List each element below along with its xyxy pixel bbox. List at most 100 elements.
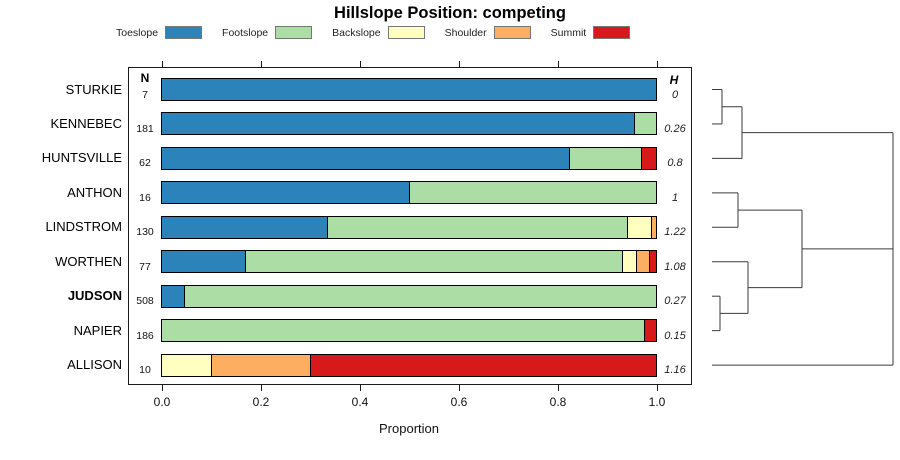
legend-label: Summit: [550, 26, 587, 39]
h-column-header: H: [669, 73, 679, 87]
legend-label: Backslope: [332, 26, 381, 39]
bar-segment-backslope: [626, 216, 651, 238]
legend: Toeslope Footslope Backslope Shoulder Summit: [116, 26, 631, 39]
h-value: 0.8: [667, 157, 683, 170]
legend-item: Toeslope: [116, 26, 203, 39]
x-tick-top: [657, 61, 658, 67]
n-value: 10: [139, 364, 151, 377]
bar-segment-footslope: [162, 320, 644, 342]
bar-segment-footslope: [633, 113, 656, 135]
n-value: 62: [139, 157, 151, 170]
x-tick-bottom: [459, 385, 460, 391]
bar-segment-backslope: [162, 354, 211, 376]
x-tick-label: 0.2: [252, 395, 270, 409]
legend-swatch: [165, 26, 203, 39]
x-tick-label: 0.4: [351, 395, 369, 409]
x-tick-label: 0.6: [450, 395, 468, 409]
bar-row: [161, 146, 657, 170]
row-label: HUNTSVILLE: [41, 150, 122, 166]
bar-row: [161, 284, 657, 308]
x-tick-bottom: [162, 385, 163, 391]
n-value: 77: [139, 260, 151, 273]
bar-segment-toeslope: [162, 113, 634, 135]
bar-row: [161, 353, 657, 377]
legend-label: Shoulder: [444, 26, 487, 39]
bar-segment-footslope: [244, 251, 623, 273]
x-tick-bottom: [261, 385, 262, 391]
legend-item: Shoulder: [445, 26, 531, 39]
row-label: ALLISON: [67, 357, 122, 373]
h-value: 1: [671, 191, 679, 204]
row-label: WORTHEN: [55, 253, 122, 269]
h-value: 1.22: [664, 226, 686, 239]
x-tick-bottom: [657, 385, 658, 391]
x-tick-top: [360, 61, 361, 67]
bar-segment-summit: [649, 251, 656, 273]
legend-item: Summit: [551, 26, 631, 39]
x-axis-label: Proportion: [379, 421, 439, 436]
legend-label: Toeslope: [116, 26, 159, 39]
h-value: 1.16: [664, 364, 686, 377]
bar-segment-toeslope: [162, 147, 570, 169]
n-value: 16: [139, 191, 151, 204]
bar-segment-toeslope: [162, 216, 328, 238]
h-value: 0.26: [664, 122, 686, 135]
chart-title: Hillslope Position: competing: [334, 4, 566, 22]
bar-segment-footslope: [184, 285, 656, 307]
row-label: JUDSON: [67, 288, 122, 304]
bar-segment-shoulder: [210, 354, 310, 376]
bar-row: [161, 78, 657, 101]
legend-swatch: [387, 26, 425, 39]
plot-frame: [128, 67, 692, 385]
bar-segment-footslope: [569, 147, 641, 169]
row-label: NAPIER: [73, 322, 122, 338]
h-value: 1.08: [664, 260, 686, 273]
row-label: LINDSTROM: [45, 219, 122, 235]
bar-row: [161, 319, 657, 343]
x-tick-bottom: [558, 385, 559, 391]
bar-segment-toeslope: [162, 79, 656, 100]
bar-segment-backslope: [622, 251, 636, 273]
n-value: 508: [136, 295, 154, 308]
bar-segment-shoulder: [650, 216, 656, 238]
bar-segment-summit: [309, 354, 656, 376]
bar-segment-toeslope: [162, 251, 245, 273]
bar-segment-toeslope: [162, 285, 185, 307]
n-value: 7: [142, 88, 148, 101]
legend-swatch: [275, 26, 313, 39]
legend-item: Backslope: [332, 26, 425, 39]
n-value: 130: [136, 226, 154, 239]
row-label: STURKIE: [65, 81, 122, 97]
row-label: ANTHON: [67, 184, 122, 200]
bar-segment-shoulder: [635, 251, 650, 273]
n-value: 181: [136, 122, 154, 135]
bar-row: [161, 181, 657, 205]
h-value: 0: [671, 88, 679, 101]
x-tick-label: 0.8: [549, 395, 567, 409]
h-value: 0.15: [664, 329, 686, 342]
bar-segment-toeslope: [162, 182, 409, 204]
x-tick-top: [261, 61, 262, 67]
x-tick-top: [162, 61, 163, 67]
legend-item: Footslope: [222, 26, 313, 39]
legend-swatch: [593, 26, 631, 39]
bar-row: [161, 215, 657, 239]
bar-segment-footslope: [409, 182, 656, 204]
x-tick-bottom: [360, 385, 361, 391]
legend-swatch: [493, 26, 531, 39]
bar-segment-summit: [640, 147, 656, 169]
x-tick-label: 0.0: [153, 395, 171, 409]
legend-label: Footslope: [222, 26, 269, 39]
n-value: 186: [136, 329, 154, 342]
row-label: KENNEBEC: [50, 115, 122, 131]
x-tick-label: 1.0: [648, 395, 666, 409]
bar-row: [161, 250, 657, 274]
bar-row: [161, 112, 657, 136]
bar-segment-summit: [643, 320, 656, 342]
n-column-header: N: [140, 71, 150, 85]
bar-segment-footslope: [327, 216, 627, 238]
h-value: 0.27: [664, 295, 686, 308]
x-tick-top: [558, 61, 559, 67]
x-tick-top: [459, 61, 460, 67]
